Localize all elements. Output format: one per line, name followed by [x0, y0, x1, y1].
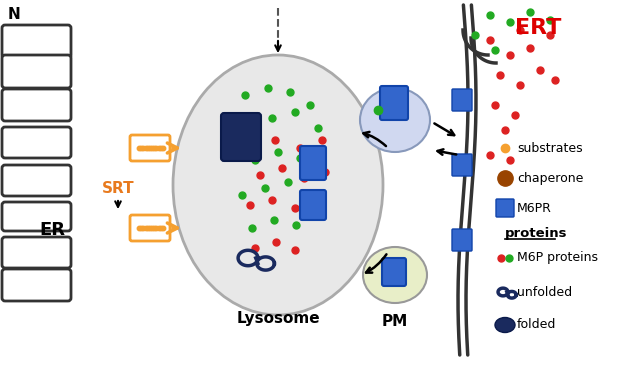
- FancyBboxPatch shape: [496, 199, 514, 217]
- FancyBboxPatch shape: [2, 269, 71, 301]
- Text: PM: PM: [382, 314, 408, 330]
- FancyBboxPatch shape: [2, 165, 71, 196]
- Text: chaperone: chaperone: [517, 171, 583, 185]
- Text: SRT: SRT: [102, 180, 135, 196]
- Text: ERT: ERT: [515, 18, 561, 38]
- Text: M6PR: M6PR: [517, 202, 552, 215]
- FancyBboxPatch shape: [2, 202, 71, 231]
- Text: proteins: proteins: [505, 227, 567, 240]
- FancyBboxPatch shape: [382, 258, 406, 286]
- Text: substrates: substrates: [517, 141, 583, 154]
- Ellipse shape: [173, 55, 383, 315]
- FancyBboxPatch shape: [300, 146, 326, 180]
- FancyBboxPatch shape: [2, 25, 71, 58]
- Text: N: N: [8, 6, 21, 22]
- FancyBboxPatch shape: [221, 113, 261, 161]
- Text: folded: folded: [517, 318, 556, 331]
- Ellipse shape: [363, 247, 427, 303]
- FancyBboxPatch shape: [2, 237, 71, 268]
- FancyBboxPatch shape: [2, 127, 71, 158]
- FancyBboxPatch shape: [452, 154, 472, 176]
- Text: unfolded: unfolded: [517, 285, 572, 298]
- FancyBboxPatch shape: [2, 55, 71, 88]
- Text: M6P proteins: M6P proteins: [517, 251, 598, 264]
- FancyBboxPatch shape: [130, 215, 170, 241]
- FancyBboxPatch shape: [380, 86, 408, 120]
- Ellipse shape: [495, 317, 515, 333]
- FancyBboxPatch shape: [452, 229, 472, 251]
- FancyBboxPatch shape: [452, 89, 472, 111]
- Ellipse shape: [360, 88, 430, 152]
- FancyBboxPatch shape: [2, 89, 71, 121]
- Text: ER: ER: [39, 221, 65, 239]
- Text: Lysosome: Lysosome: [236, 311, 320, 326]
- FancyBboxPatch shape: [300, 190, 326, 220]
- FancyBboxPatch shape: [130, 135, 170, 161]
